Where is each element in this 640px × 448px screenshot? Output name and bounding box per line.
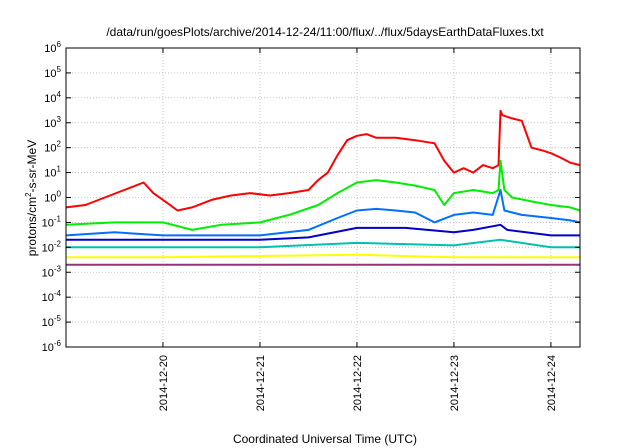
series-line-6	[66, 253, 580, 259]
y-tick-label: 10-6	[42, 339, 62, 354]
y-tick-label: 10-4	[42, 289, 62, 304]
y-tick-label: 105	[44, 65, 61, 80]
series-line-4	[66, 223, 580, 241]
series-line-2	[65, 159, 581, 231]
series-line-1	[65, 109, 581, 212]
y-tick-label: 106	[44, 40, 61, 55]
x-tick-label: 2014-12-21	[255, 355, 267, 411]
x-tick-label: 2014-12-22	[352, 355, 364, 411]
y-tick-label: 10-3	[42, 264, 62, 279]
y-tick-label: 103	[44, 115, 61, 130]
y-tick-label: 104	[44, 90, 61, 105]
x-tick-label: 2014-12-23	[449, 355, 461, 411]
x-tick-label: 2014-12-20	[158, 355, 170, 411]
y-tick-label: 102	[44, 140, 61, 155]
y-tick-label: 10-1	[42, 214, 62, 229]
x-tick-label: 2014-12-24	[546, 355, 558, 411]
x-axis-ticks: 2014-12-20 2014-12-21 2014-12-22 2014-12-23…	[158, 48, 558, 411]
chart-title: /data/run/goesPlots/archive/2014-12-24/1…	[106, 25, 544, 39]
y-tick-label: 101	[44, 165, 61, 180]
x-axis-label: Coordinated Universal Time (UTC)	[233, 432, 417, 446]
y-axis-ticks: 10-6 10-5 10-4 10-3 10-2 10-1 100 101 102 103 104 1…	[42, 40, 580, 354]
y-tick-label: 10-5	[42, 314, 62, 329]
series-layer	[65, 109, 581, 266]
grid-lines	[66, 48, 580, 347]
y-tick-label: 100	[44, 190, 61, 205]
y-tick-label: 10-2	[42, 239, 62, 254]
series-line-5	[66, 238, 580, 249]
series-line-3	[65, 189, 581, 237]
y-axis-label: protons/cm2-s-sr-MeV	[24, 140, 39, 256]
